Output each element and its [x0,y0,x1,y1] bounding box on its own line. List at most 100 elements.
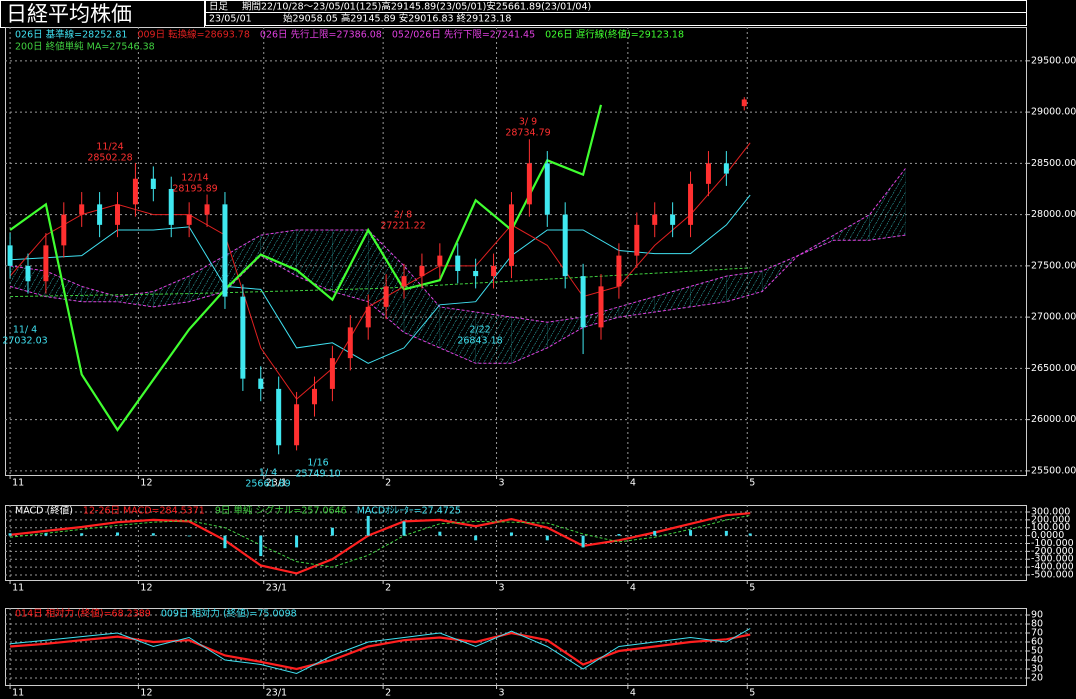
candle-body [204,204,210,215]
y-tick-label: 28500.00 [1031,158,1076,169]
legend-entry: 026日 基準線=28252.81 [15,29,127,41]
x-tick-label: 5 [749,688,755,699]
histogram-bar [44,533,48,536]
annotation-date: 12/14 [181,173,208,184]
x-tick-label: 12 [140,583,152,594]
annotation-date: 2/22 [469,325,490,336]
histogram-bar [151,533,155,536]
x-tick-label: 11 [12,688,24,699]
x-tick-label: 3 [499,478,505,489]
x-tick-label: 11 [12,478,24,489]
x-tick-label: 4 [630,688,636,699]
candle-body [294,404,300,446]
histogram-bar [581,535,585,548]
y-tick-label: 20 [1031,672,1043,683]
y-tick-label: 90 [1031,610,1043,621]
y-tick-label: -400.000 [1031,562,1074,573]
cloud-segment [869,168,906,241]
x-tick-label: 23/1 [266,478,287,489]
candle-body [383,286,389,307]
annotation-price: 28734.79 [505,128,550,139]
y-tick-label: 29500.00 [1031,55,1076,66]
x-tick-label: 2 [385,688,391,699]
candle-body [580,276,586,328]
annotation-price: 27032.03 [2,336,47,347]
candle-body [43,245,49,282]
y-tick-label: 28000.00 [1031,209,1076,220]
legend-entry: 12-26日 MACD=284.5371 [83,506,205,517]
y-tick-label: 26000.00 [1031,414,1076,425]
histogram-bar [187,535,191,537]
histogram-bar [724,530,728,536]
x-tick-label: 11 [12,583,24,594]
candle-body [311,388,317,405]
cloud-segment [296,229,333,292]
timeframe: 日足 [209,2,229,13]
y-tick-label: 60 [1031,637,1043,648]
y-tick-label: 40 [1031,654,1043,665]
histogram-bar [545,535,549,541]
series-line [10,168,906,323]
candle-body [437,255,443,266]
title: 日経平均株価 [6,2,132,26]
candle-body [705,163,711,184]
annotation-date: 3/ 9 [519,117,537,128]
candle-body [473,270,479,277]
annotation-date: 2/ 8 [394,210,412,221]
y-tick-label: 50 [1031,645,1043,656]
y-tick-label: 29000.00 [1031,107,1076,118]
panel-frame [5,608,1027,686]
y-tick-label: -100.000 [1031,538,1074,549]
candle-body [526,163,532,205]
annotation-price: 28195.89 [172,184,217,195]
series-line [9,104,603,432]
period: 期間22/10/28～23/05/01(125)高29145.89(23/05/… [242,1,591,13]
cloud-segment [511,316,548,364]
annotation-date: 1/16 [307,458,328,469]
y-tick-label: 27500.00 [1031,260,1076,271]
histogram-bar [617,534,621,536]
candle-body [168,188,174,225]
candle-body [491,265,497,277]
candle-body [240,296,246,379]
histogram-bar [402,521,406,536]
histogram-bar [259,535,263,557]
candle-body [186,214,192,225]
annotation-date: 1/ 4 [259,468,277,479]
candle-body [25,265,31,282]
histogram-bar [116,532,120,536]
legend-entry: 200日 終値単純 MA=27546.38 [15,41,155,53]
y-tick-label: 27000.00 [1031,312,1076,323]
candle-body [419,265,425,277]
x-tick-label: 4 [630,478,636,489]
legend-entry: 014日 相対力 (終値)=68.2389 [15,608,151,620]
candle-body [276,388,282,446]
x-tick-label: 12 [140,478,152,489]
histogram-bar [653,530,657,536]
y-tick-label: 100.000 [1031,522,1070,533]
y-tick-label: 30 [1031,663,1043,674]
candle-body [347,327,353,359]
header-row [205,12,1027,26]
x-tick-label: 3 [499,688,505,699]
annotation-date: 11/ 4 [13,325,37,336]
candle-body [258,378,264,389]
candle-body [634,224,640,256]
histogram-bar [689,530,693,536]
candle-body [115,204,121,225]
series-line [9,234,906,364]
candle-body [79,204,85,215]
series-line [10,267,751,298]
candle-body [544,163,550,215]
y-tick-label: -200.000 [1031,546,1074,557]
candle-body [741,99,747,107]
candle-body [61,214,67,246]
histogram-bar [295,535,299,548]
series-line [9,512,751,575]
cloud-segment [833,214,870,241]
series-line [10,514,751,568]
histogram-bar [474,535,478,541]
y-tick-label: 300.000 [1031,507,1070,518]
cloud-segment [81,286,118,302]
x-tick-label: 3 [499,583,505,594]
